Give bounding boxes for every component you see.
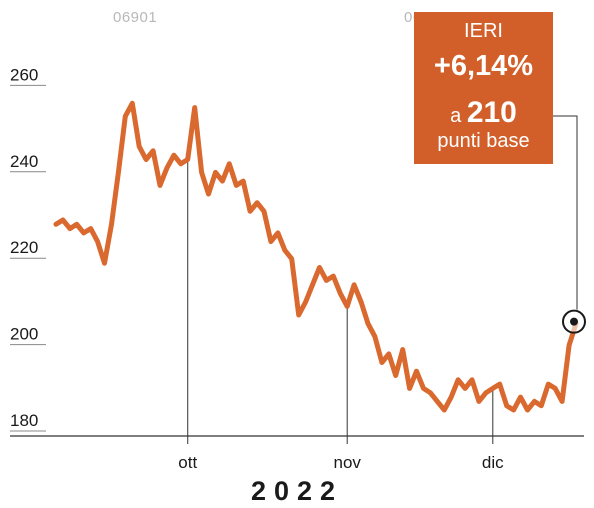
year-label: 2022 [250,476,344,506]
y-tick-labels: 180 200 220 240 260 [10,65,38,430]
x-tick-label: nov [333,453,361,472]
last-value-marker [562,309,586,334]
watermark-code: 06901 [113,9,158,26]
y-tick-label: 220 [10,238,38,257]
series-line [53,100,579,413]
callout-value: 210 [466,96,517,129]
connector-line [553,115,578,310]
y-tick-label: 180 [10,411,38,430]
callout-change: +6,14% [433,50,534,82]
x-tick-label: dic [482,453,504,472]
x-tick-label: ott [178,453,197,472]
y-tick-label: 240 [10,152,38,171]
callout-connector [553,115,578,310]
x-tick-labels: ott nov dic [178,453,504,472]
callout-prefix: a [450,105,462,127]
callout-unit: punti base [437,130,530,152]
y-tick-label: 200 [10,325,38,344]
y-tick-label: 260 [10,65,38,84]
y-grid [10,84,46,432]
x-guides [187,159,494,444]
callout-value-line: a 210 [414,96,553,130]
callout-label: IERI [464,20,503,42]
callout-box: IERI +6,14% a 210 punti base [414,12,553,164]
marker-dot [570,317,578,326]
